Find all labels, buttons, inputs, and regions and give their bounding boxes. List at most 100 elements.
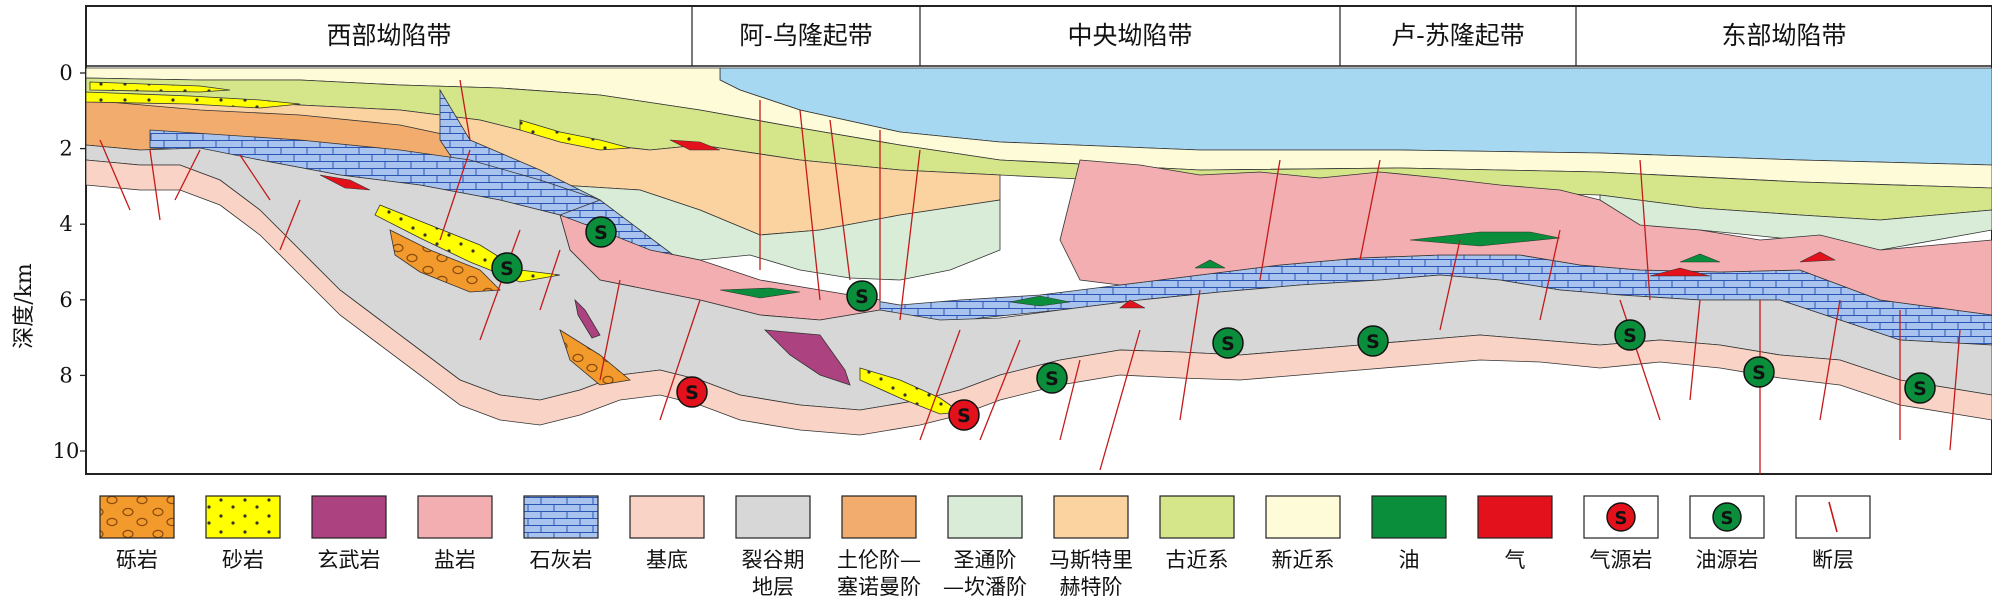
- y-tick-label: 2: [59, 137, 72, 161]
- legend-source-letter: S: [1721, 508, 1734, 529]
- legend-swatch: [947, 495, 1023, 539]
- conglomerate-body-1: [389, 229, 501, 293]
- legend-swatch: [523, 495, 599, 539]
- gas-source-marker: [948, 399, 980, 431]
- legend-label: 土伦阶—: [837, 548, 921, 572]
- region-label: 阿-乌隆起带: [739, 21, 872, 50]
- gas-pocket-5: [669, 139, 721, 151]
- oil-source-marker: [1212, 327, 1244, 359]
- oil-source-marker: [846, 280, 878, 312]
- legend-source-marker: [1606, 502, 1636, 532]
- oil-pocket-5: [1194, 259, 1226, 269]
- source-marker-letter: S: [1366, 331, 1380, 353]
- legend-label: 圣通阶: [954, 548, 1017, 572]
- legend-swatch: [629, 495, 705, 539]
- oil-source-marker: [1743, 356, 1775, 388]
- oil-source-marker: [1036, 362, 1068, 394]
- source-marker-letter: S: [500, 258, 514, 280]
- y-tick-label: 8: [59, 363, 72, 387]
- legend-label: 砾岩: [116, 548, 158, 572]
- legend-label: 古近系: [1166, 548, 1229, 572]
- region-label: 中央坳陷带: [1067, 21, 1192, 50]
- gas-source-marker: [676, 376, 708, 408]
- conglomerate-body-2: [559, 329, 631, 386]
- source-marker-letter: S: [957, 405, 971, 427]
- legend-label: 塞诺曼阶: [837, 575, 921, 599]
- legend-label: 石灰岩: [530, 548, 593, 572]
- source-marker-letter: S: [1913, 378, 1927, 400]
- y-tick-label: 4: [59, 212, 72, 236]
- sandstone-lens-3: [374, 204, 561, 283]
- source-marker-letter: S: [685, 382, 699, 404]
- basalt-body: [763, 329, 851, 386]
- legend-label: 断层: [1812, 548, 1854, 572]
- oil-source-marker: [491, 252, 523, 284]
- legend-label: 砂岩: [222, 548, 264, 572]
- legend-swatch: [1371, 495, 1447, 539]
- legend-label: 地层: [752, 575, 794, 599]
- legend-label: 油源岩: [1696, 548, 1759, 572]
- oil-source-marker: [585, 216, 617, 248]
- legend-swatch: [1159, 495, 1235, 539]
- legend-swatch: [311, 495, 387, 539]
- source-rock-markers: S S S S S S S S S S S: [491, 216, 1936, 431]
- y-axis-title: 深度/km: [2, 250, 42, 360]
- source-marker-letter: S: [1623, 325, 1637, 347]
- region-label: 西部坳陷带: [326, 21, 451, 50]
- legend-swatch: [205, 495, 281, 539]
- legend-label: 基底: [646, 548, 688, 572]
- y-axis-ticks: 0 2 4 6 8 10: [53, 61, 86, 463]
- y-tick-label: 6: [59, 288, 72, 312]
- oil-source-marker: [1614, 319, 1646, 351]
- legend-swatch: [1477, 495, 1553, 539]
- source-marker-letter: S: [855, 286, 869, 308]
- legend-label: 赫特阶: [1060, 575, 1123, 599]
- y-tick-label: 0: [59, 61, 72, 85]
- sandstone-lens-2: [89, 81, 231, 93]
- oil-pocket-2: [1009, 295, 1071, 307]
- oil-source-marker: [1357, 325, 1389, 357]
- gas-pocket-1: [1119, 299, 1146, 309]
- legend-label: —坎潘阶: [943, 575, 1027, 599]
- region-label: 东部坳陷带: [1721, 21, 1846, 50]
- region-label: 卢-苏隆起带: [1391, 21, 1524, 50]
- fault-lines: [99, 79, 1961, 474]
- legend-label: 气源岩: [1590, 548, 1653, 572]
- legend-label: 盐岩: [434, 548, 476, 572]
- source-marker-letter: S: [1752, 362, 1766, 384]
- legend-swatch: [417, 495, 493, 539]
- legend-fault-line: [1828, 501, 1838, 533]
- legend-swatch: [99, 495, 175, 539]
- y-axis-title-text: 深度/km: [12, 263, 37, 349]
- gas-pocket-3: [1799, 251, 1837, 263]
- source-marker-letter: S: [594, 222, 608, 244]
- legend-label: 玄武岩: [318, 548, 381, 572]
- oil-pocket-3: [1409, 231, 1561, 247]
- legend-swatch: [1053, 495, 1129, 539]
- legend-label: 新近系: [1272, 548, 1335, 572]
- sandstone-lens-1: [86, 91, 301, 109]
- legend-swatch: [1795, 495, 1871, 539]
- legend-label: 油: [1399, 548, 1420, 572]
- gas-pocket-2: [1649, 267, 1711, 277]
- sandstone-lens-5: [519, 119, 631, 151]
- legend-swatch: [735, 495, 811, 539]
- legend-label: 气: [1505, 548, 1526, 572]
- gas-pocket-4: [319, 174, 371, 191]
- oil-pocket-4: [1679, 253, 1721, 263]
- legend-label: 马斯特里: [1049, 548, 1133, 572]
- basalt-dike: [574, 298, 601, 339]
- oil-pocket-1: [719, 287, 801, 299]
- legend-swatch: [1265, 495, 1341, 539]
- source-marker-letter: S: [1045, 368, 1059, 390]
- source-marker-letter: S: [1221, 333, 1235, 355]
- legend-label: 裂谷期: [742, 548, 805, 572]
- y-tick-label: 10: [53, 439, 80, 463]
- region-headers: 西部坳陷带 阿-乌隆起带 中央坳陷带 卢-苏隆起带 东部坳陷带: [326, 6, 1847, 66]
- legend-source-letter: S: [1615, 508, 1628, 529]
- legend-swatch: [841, 495, 917, 539]
- oil-source-marker: [1904, 372, 1936, 404]
- legend-source-marker: [1712, 502, 1742, 532]
